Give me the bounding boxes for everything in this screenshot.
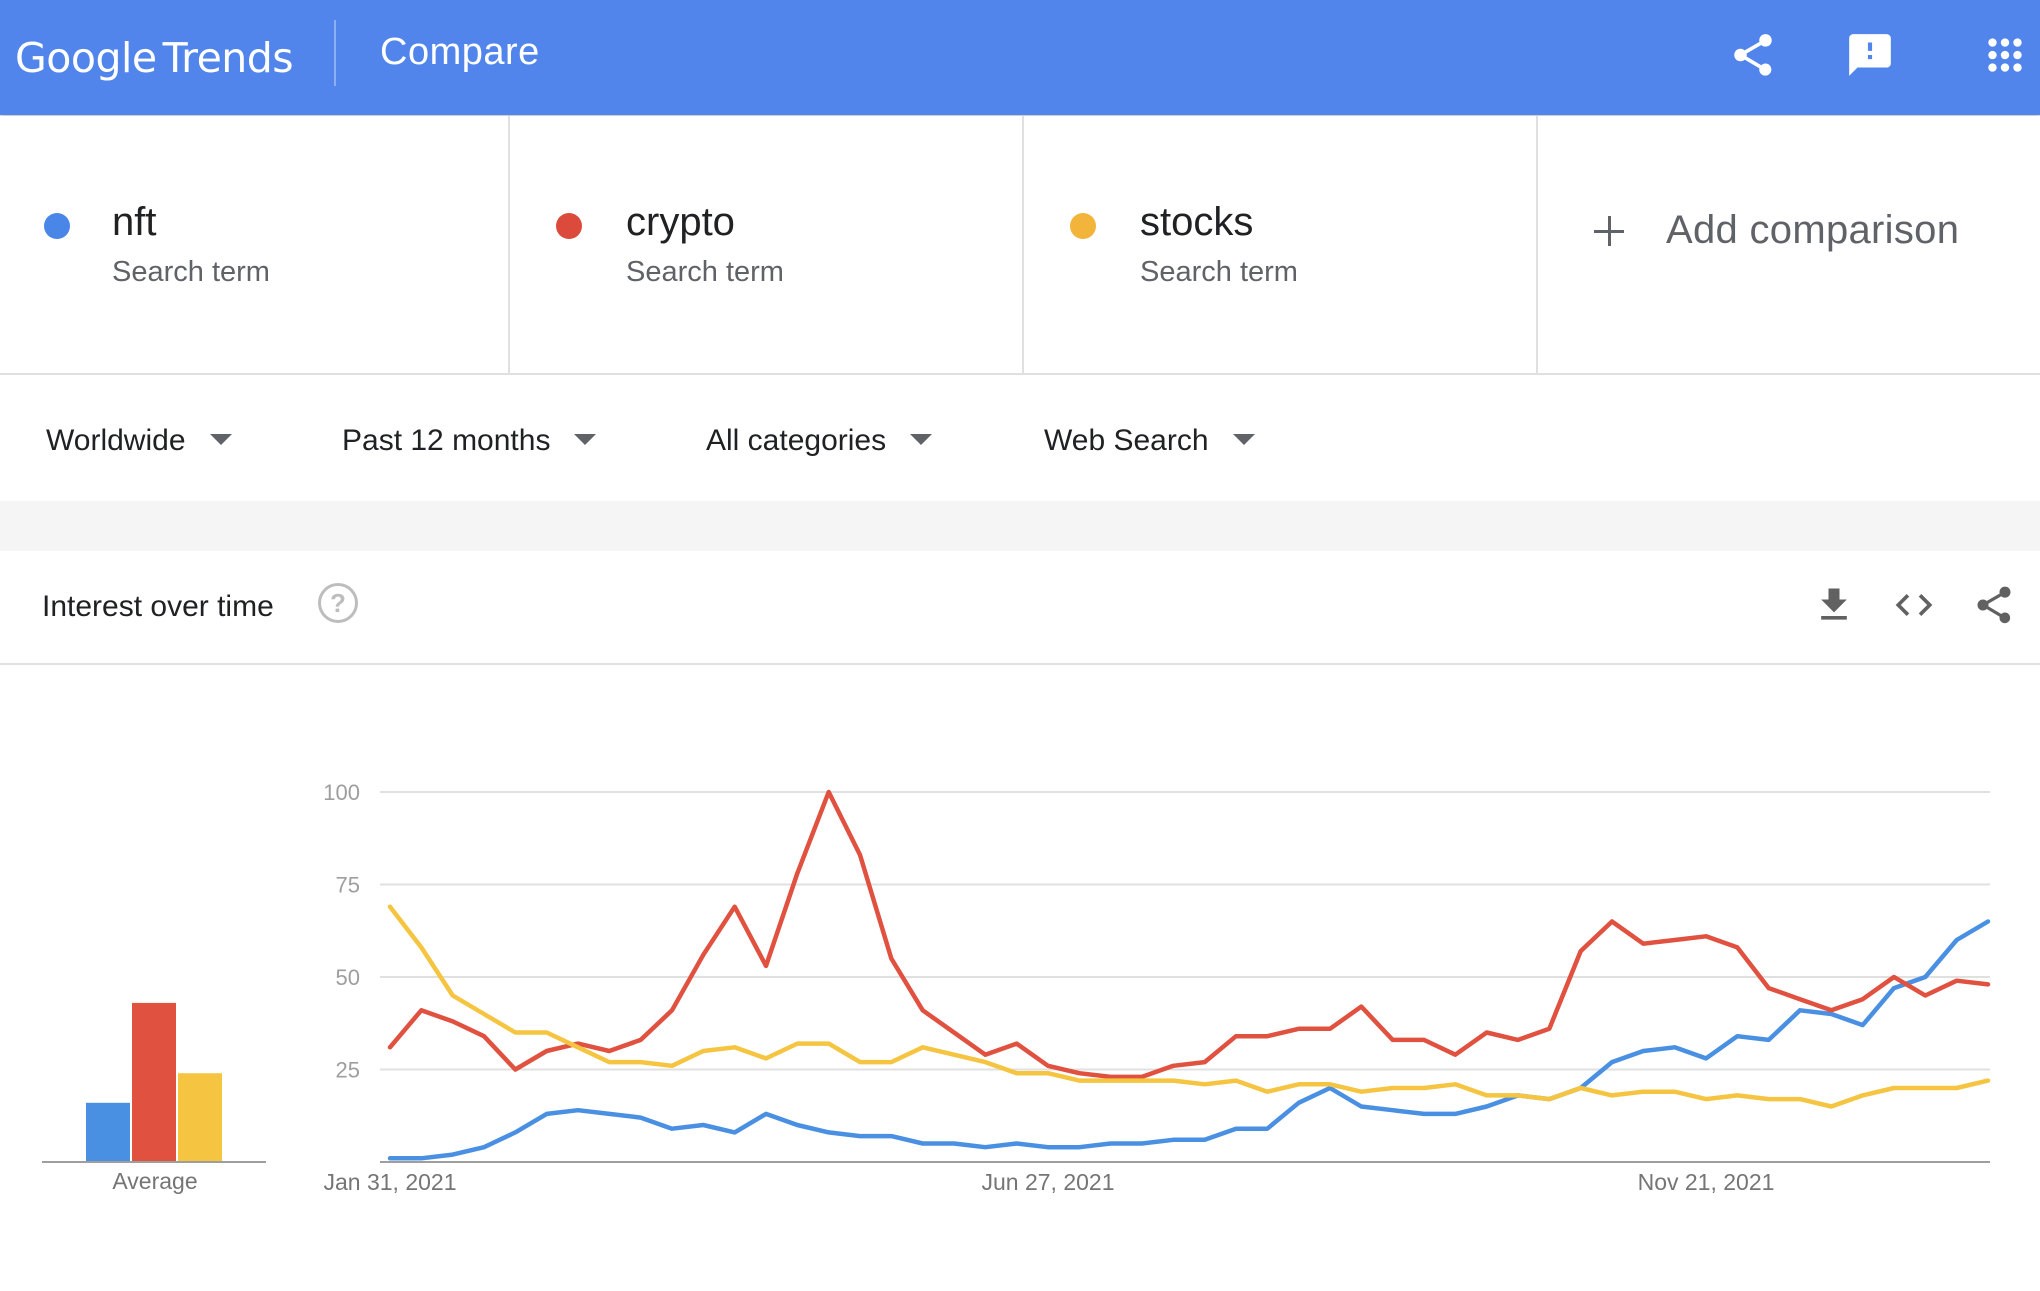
share-icon[interactable] [1728, 30, 1778, 80]
dropdown-arrow-icon [1232, 433, 1255, 445]
region-dropdown[interactable]: Worldwide [46, 419, 232, 463]
apps-icon[interactable] [1980, 30, 2030, 80]
crypto-color-dot [556, 213, 582, 239]
x-tick-label: Jun 27, 2021 [981, 1169, 1114, 1195]
series-line-crypto [387, 789, 1991, 1080]
embed-icon[interactable] [1892, 583, 1936, 627]
series-line-nft [387, 919, 1991, 1161]
y-tick-label: 100 [323, 780, 360, 805]
term-type: Search term [112, 256, 270, 288]
term-card-crypto[interactable]: crypto Search term [510, 116, 1024, 373]
logo-trends: Trends [162, 34, 294, 82]
share-icon[interactable] [1972, 583, 2016, 627]
average-bar-nft [86, 1102, 130, 1162]
term-name: crypto [626, 200, 735, 244]
dropdown-arrow-icon [574, 433, 597, 445]
google-trends-logo[interactable]: Google Trends [15, 28, 294, 88]
term-name: nft [112, 200, 157, 244]
y-tick-label: 25 [336, 1058, 360, 1083]
help-icon[interactable]: ? [318, 583, 358, 623]
term-card-stocks[interactable]: stocks Search term [1024, 116, 1538, 373]
interest-over-time-card: Interest over time ? [0, 551, 2040, 1291]
card-title: Interest over time [42, 590, 274, 623]
add-comparison-button[interactable]: Add comparison [1538, 116, 2040, 373]
logo-google: Google [15, 34, 157, 82]
region-value: Worldwide [46, 424, 186, 457]
category-dropdown[interactable]: All categories [706, 419, 933, 463]
x-tick-label: Nov 21, 2021 [1638, 1169, 1775, 1195]
average-bar-crypto [132, 1002, 176, 1162]
page-title: Compare [380, 31, 540, 73]
time-range-dropdown[interactable]: Past 12 months [342, 419, 597, 463]
stocks-color-dot [1070, 213, 1096, 239]
nft-color-dot [44, 213, 70, 239]
term-type: Search term [1140, 256, 1298, 288]
x-tick-label: Jan 31, 2021 [323, 1169, 456, 1195]
search-type-value: Web Search [1044, 424, 1209, 457]
term-card-nft[interactable]: nft Search term [0, 116, 510, 373]
term-name: stocks [1140, 200, 1254, 244]
card-header: Interest over time ? [0, 551, 2040, 665]
average-label: Average [112, 1168, 198, 1194]
y-tick-label: 75 [336, 873, 360, 898]
average-bar-stocks [178, 1073, 222, 1162]
download-icon[interactable] [1812, 583, 1856, 627]
plus-icon [1594, 216, 1624, 246]
term-type: Search term [626, 256, 784, 288]
feedback-icon[interactable] [1845, 30, 1895, 80]
top-app-bar: Google Trends Compare [0, 0, 2040, 115]
filter-bar: Worldwide Past 12 months All categories … [0, 375, 2040, 501]
dropdown-arrow-icon [209, 433, 232, 445]
time-range-value: Past 12 months [342, 424, 551, 457]
series-line-stocks [387, 904, 1991, 1109]
comparison-terms: nft Search term crypto Search term stock… [0, 116, 2040, 375]
category-value: All categories [706, 424, 887, 457]
add-comparison-label: Add comparison [1666, 208, 1960, 252]
dropdown-arrow-icon [910, 433, 933, 445]
search-type-dropdown[interactable]: Web Search [1044, 419, 1255, 463]
y-tick-label: 50 [336, 965, 360, 990]
header-divider [334, 20, 336, 86]
section-separator [0, 501, 2040, 551]
